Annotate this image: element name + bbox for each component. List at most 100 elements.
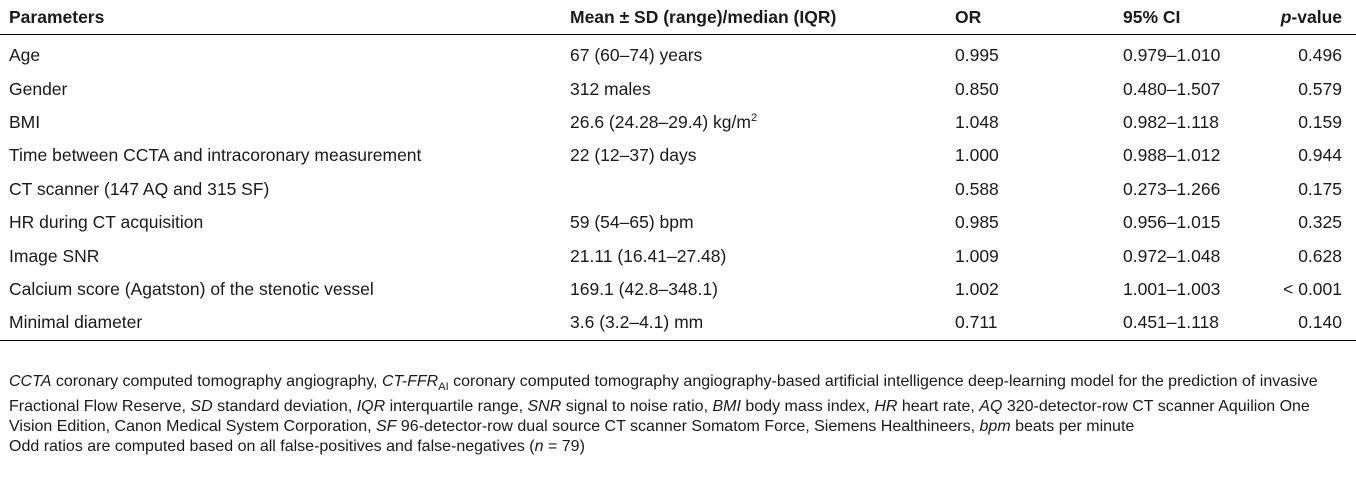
cell-ci: 0.451–1.118 xyxy=(1114,306,1242,341)
cell-ci-text: 0.956–1.015 xyxy=(1123,212,1221,233)
abbreviation-subscript: AI xyxy=(438,381,449,394)
cell-parameter-text: Image SNR xyxy=(9,245,100,266)
cell-mean: 21.11 (16.41–27.48) xyxy=(561,239,946,272)
cell-mean: 67 (60–74) years xyxy=(561,35,946,73)
header-row: Parameters Mean ± SD (range)/median (IQR… xyxy=(0,0,1356,35)
cell-mean-text: 312 males xyxy=(570,78,651,99)
cell-p-value-text: 0.159 xyxy=(1298,111,1342,132)
cell-mean-text: 26.6 (24.28–29.4) kg/m xyxy=(570,111,751,132)
abbreviation-term: CCTA xyxy=(9,373,52,390)
parameters-table: Parameters Mean ± SD (range)/median (IQR… xyxy=(0,0,1356,341)
table-row: Image SNR 21.11 (16.41–27.48) 1.009 0.972–1… xyxy=(0,239,1356,272)
cell-ci: 0.956–1.015 xyxy=(1114,206,1242,239)
table-footnote: CCTA coronary computed tomography angiog… xyxy=(9,372,1349,457)
cell-p-value-text: 0.496 xyxy=(1298,45,1342,66)
cell-parameter: HR during CT acquisition xyxy=(0,206,561,239)
cell-mean xyxy=(561,173,946,206)
cell-mean: 59 (54–65) bpm xyxy=(561,206,946,239)
abbreviation-term: HR xyxy=(874,398,898,416)
cell-p-value: 0.944 xyxy=(1242,139,1356,172)
cell-mean-text: 59 (54–65) bpm xyxy=(570,212,694,233)
cell-or-text: 0.985 xyxy=(955,212,999,233)
header-parameters: Parameters xyxy=(0,0,561,35)
cell-parameter-text: HR during CT acquisition xyxy=(9,212,204,233)
cell-mean: 169.1 (42.8–348.1) xyxy=(561,273,946,306)
cell-parameter: Calcium score (Agatston) of the stenotic… xyxy=(0,273,561,306)
abbreviation-term: IQR xyxy=(356,398,386,416)
cell-or-text: 1.048 xyxy=(955,111,999,132)
cell-ci: 1.001–1.003 xyxy=(1114,273,1242,306)
cell-p-value: < 0.001 xyxy=(1242,273,1356,306)
table-row: BMI 26.6 (24.28–29.4) kg/m2 1.048 0.982–1.1… xyxy=(0,106,1356,139)
cell-ci-text: 0.480–1.507 xyxy=(1123,78,1221,99)
cell-p-value: 0.159 xyxy=(1242,106,1356,139)
cell-or-text: 1.000 xyxy=(955,145,999,166)
cell-p-value: 0.140 xyxy=(1242,306,1356,341)
cell-mean-text: 3.6 (3.2–4.1) mm xyxy=(570,312,704,333)
cell-parameter: CT scanner (147 AQ and 315 SF) xyxy=(0,173,561,206)
abbreviation-term: BMI xyxy=(712,398,741,416)
cell-p-value: 0.175 xyxy=(1242,173,1356,206)
table-header: Parameters Mean ± SD (range)/median (IQR… xyxy=(0,0,1356,35)
cell-parameter-text: BMI xyxy=(9,111,41,132)
header-p-value: p-value xyxy=(1242,0,1356,35)
abbreviation-definition: coronary computed tomography angiography… xyxy=(9,373,1318,416)
cell-parameter-text: Minimal diameter xyxy=(9,312,143,333)
cell-or: 0.985 xyxy=(946,206,1114,239)
cell-or: 1.009 xyxy=(946,239,1114,272)
cell-p-value-text: 0.325 xyxy=(1298,212,1342,233)
odds-note-value: = 79) xyxy=(543,438,585,456)
cell-or-text: 0.588 xyxy=(955,178,999,199)
cell-or: 1.048 xyxy=(946,106,1114,139)
cell-ci-text: 1.001–1.003 xyxy=(1123,278,1221,299)
table-row: Calcium score (Agatston) of the stenotic… xyxy=(0,273,1356,306)
table-row: Age 67 (60–74) years 0.995 0.979–1.010 0.496 xyxy=(0,35,1356,73)
cell-parameter: Gender xyxy=(0,72,561,105)
cell-parameter-text: CT scanner (147 AQ and 315 SF) xyxy=(9,178,270,199)
cell-mean-text: 67 (60–74) years xyxy=(570,45,703,66)
cell-parameter: Image SNR xyxy=(0,239,561,272)
table-row: Time between CCTA and intracoronary meas… xyxy=(0,139,1356,172)
cell-p-value: 0.496 xyxy=(1242,35,1356,73)
abbreviation-term: bpm xyxy=(979,418,1011,436)
abbreviation-definition: coronary computed tomography angiography… xyxy=(51,373,382,390)
cell-mean-text: 22 (12–37) days xyxy=(570,145,697,166)
cell-p-value: 0.628 xyxy=(1242,239,1356,272)
cell-or: 0.588 xyxy=(946,173,1114,206)
cell-parameter: Age xyxy=(0,35,561,73)
cell-p-value: 0.579 xyxy=(1242,72,1356,105)
cell-or: 0.711 xyxy=(946,306,1114,341)
abbreviations-note: CCTA coronary computed tomography angiog… xyxy=(9,372,1349,437)
cell-ci-text: 0.979–1.010 xyxy=(1123,45,1221,66)
cell-ci: 0.988–1.012 xyxy=(1114,139,1242,172)
cell-parameter-text: Calcium score (Agatston) of the stenotic… xyxy=(9,278,374,299)
table-row: Gender 312 males 0.850 0.480–1.507 0.579 xyxy=(0,72,1356,105)
cell-or: 0.995 xyxy=(946,35,1114,73)
unit-superscript: 2 xyxy=(750,111,758,124)
cell-mean: 3.6 (3.2–4.1) mm xyxy=(561,306,946,341)
cell-p-value-text: 0.175 xyxy=(1298,178,1342,199)
header-p-italic: p xyxy=(1280,6,1292,27)
cell-ci-text: 0.972–1.048 xyxy=(1123,245,1221,266)
cell-ci-text: 0.988–1.012 xyxy=(1123,145,1221,166)
cell-p-value-text: 0.628 xyxy=(1298,245,1342,266)
cell-ci-text: 0.451–1.118 xyxy=(1123,312,1220,333)
cell-ci-text: 0.982–1.118 xyxy=(1123,111,1220,132)
cell-parameter: Minimal diameter xyxy=(0,306,561,341)
cell-ci: 0.979–1.010 xyxy=(1114,35,1242,73)
cell-parameter: BMI xyxy=(0,106,561,139)
abbreviation-term: SNR xyxy=(527,398,562,416)
odds-ratio-note: Odd ratios are computed based on all fal… xyxy=(9,437,1349,457)
cell-ci: 0.982–1.118 xyxy=(1114,106,1242,139)
cell-ci: 0.273–1.266 xyxy=(1114,173,1242,206)
abbreviation-definition: body mass index, xyxy=(740,398,875,416)
abbreviation-definition: interquartile range, xyxy=(385,398,528,416)
cell-or-text: 1.009 xyxy=(955,245,999,266)
cell-or: 1.000 xyxy=(946,139,1114,172)
cell-parameter-text: Gender xyxy=(9,78,68,99)
cell-ci: 0.972–1.048 xyxy=(1114,239,1242,272)
abbreviation-definition: heart rate, xyxy=(897,398,980,416)
abbreviation-term: SF xyxy=(376,418,397,436)
odds-note-text: Odd ratios are computed based on all fal… xyxy=(9,438,535,456)
